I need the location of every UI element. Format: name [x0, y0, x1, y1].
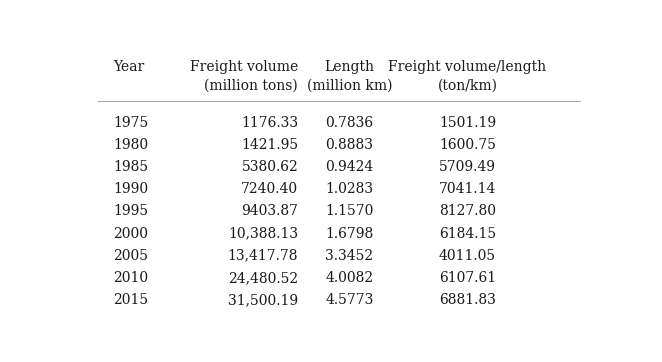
Text: 1995: 1995	[114, 205, 149, 218]
Text: 5709.49: 5709.49	[439, 160, 496, 174]
Text: 1501.19: 1501.19	[439, 116, 496, 130]
Text: Year: Year	[114, 60, 145, 74]
Text: 1176.33: 1176.33	[241, 116, 298, 130]
Text: 1980: 1980	[114, 138, 149, 152]
Text: 31,500.19: 31,500.19	[228, 293, 298, 307]
Text: 1990: 1990	[114, 182, 149, 196]
Text: 2005: 2005	[114, 249, 148, 263]
Text: Freight volume/length
(ton/km): Freight volume/length (ton/km)	[389, 60, 547, 93]
Text: 7041.14: 7041.14	[439, 182, 496, 196]
Text: 1.1570: 1.1570	[325, 205, 374, 218]
Text: 24,480.52: 24,480.52	[228, 271, 298, 285]
Text: 2010: 2010	[114, 271, 149, 285]
Text: 1600.75: 1600.75	[439, 138, 496, 152]
Text: 6184.15: 6184.15	[439, 227, 496, 240]
Text: 1421.95: 1421.95	[241, 138, 298, 152]
Text: 6107.61: 6107.61	[439, 271, 496, 285]
Text: 7240.40: 7240.40	[241, 182, 298, 196]
Text: 0.8883: 0.8883	[326, 138, 373, 152]
Text: 6881.83: 6881.83	[439, 293, 496, 307]
Text: Freight volume
(million tons): Freight volume (million tons)	[190, 60, 298, 93]
Text: 1985: 1985	[114, 160, 149, 174]
Text: Length
(million km): Length (million km)	[307, 60, 393, 93]
Text: 2000: 2000	[114, 227, 148, 240]
Text: 1.0283: 1.0283	[326, 182, 373, 196]
Text: 1.6798: 1.6798	[326, 227, 373, 240]
Text: 4.5773: 4.5773	[325, 293, 374, 307]
Text: 1975: 1975	[114, 116, 149, 130]
Text: 2015: 2015	[114, 293, 149, 307]
Text: 0.7836: 0.7836	[326, 116, 373, 130]
Text: 4.0082: 4.0082	[326, 271, 373, 285]
Text: 10,388.13: 10,388.13	[228, 227, 298, 240]
Text: 13,417.78: 13,417.78	[228, 249, 298, 263]
Text: 3.3452: 3.3452	[326, 249, 373, 263]
Text: 9403.87: 9403.87	[241, 205, 298, 218]
Text: 0.9424: 0.9424	[326, 160, 373, 174]
Text: 8127.80: 8127.80	[439, 205, 496, 218]
Text: 5380.62: 5380.62	[242, 160, 298, 174]
Text: 4011.05: 4011.05	[439, 249, 496, 263]
